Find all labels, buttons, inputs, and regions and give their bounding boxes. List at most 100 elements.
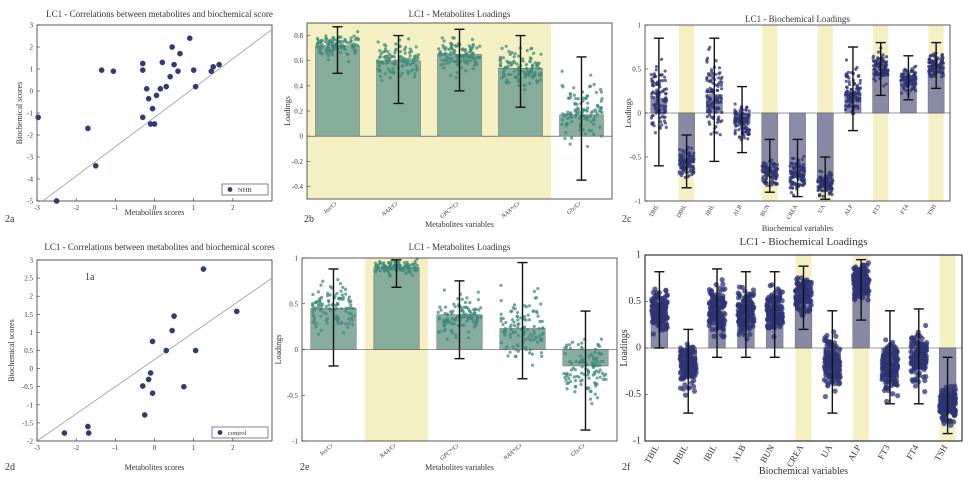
jitter-point (594, 357, 598, 362)
chart-title: LC1 - Biochemical Loadings (740, 236, 868, 248)
jitter-point (820, 183, 824, 187)
jitter-point (687, 156, 692, 160)
jitter-point (721, 333, 727, 339)
jitter-point (574, 359, 578, 364)
jitter-point (779, 306, 785, 312)
jitter-point (375, 267, 380, 271)
jitter-point (516, 349, 520, 353)
jitter-point (577, 360, 582, 364)
x-tick-label: TSH (927, 203, 938, 216)
jitter-point (326, 291, 330, 295)
y-tick-label: 0.4 (294, 82, 303, 90)
jitter-point (826, 374, 832, 380)
jitter-point (378, 269, 382, 273)
jitter-point (796, 296, 802, 302)
jitter-point (352, 34, 356, 38)
jitter-point (801, 183, 805, 187)
jitter-point (478, 56, 482, 60)
jitter-point (902, 80, 906, 84)
jitter-point (587, 386, 591, 390)
jitter-point (320, 52, 324, 56)
jitter-point (715, 98, 719, 102)
data-point (35, 114, 41, 121)
data-point (192, 83, 199, 90)
chart-2e: Ins/Cr NAA/Cr GPC*/Cr NAA*/Cr Glx/Cr 1 0.5 0 -0.… (274, 242, 618, 473)
jitter-point (387, 56, 392, 61)
jitter-point (513, 307, 517, 311)
x-axis-label: Metabolites variables (425, 463, 494, 472)
jitter-point (451, 309, 455, 313)
jitter-point (884, 69, 888, 73)
jitter-point (403, 51, 407, 55)
chart-title: LC1 - Metabolites Loadings (409, 242, 511, 252)
jitter-point (455, 71, 459, 75)
jitter-point (846, 74, 850, 78)
jitter-point (326, 58, 331, 62)
jitter-point (564, 343, 569, 347)
jitter-point (808, 302, 814, 308)
jitter-point (874, 69, 879, 73)
chart-2f: TBIL DBIL IBIL ALB BUN CREA UA ALP FT3 FT4 TSH 1 0.5… (619, 236, 963, 477)
jitter-point (577, 110, 581, 115)
jitter-point (658, 107, 663, 112)
jitter-point (738, 325, 744, 331)
jitter-point (563, 375, 567, 380)
jitter-point (523, 83, 527, 87)
jitter-point (563, 352, 567, 356)
jitter-point (692, 170, 696, 174)
jitter-point (454, 318, 458, 322)
y-tick-label: 0 (30, 88, 34, 96)
jitter-point (528, 81, 532, 85)
jitter-point (460, 308, 464, 312)
jitter-point (586, 373, 590, 377)
jitter-point (761, 179, 765, 183)
jitter-point (347, 41, 351, 45)
jitter-point (327, 303, 331, 307)
jitter-point (830, 187, 834, 191)
jitter-point (794, 162, 798, 166)
jitter-point (441, 43, 445, 48)
jitter-point (468, 316, 473, 320)
jitter-point (709, 326, 715, 333)
jitter-point (768, 311, 774, 318)
jitter-point (314, 322, 318, 326)
jitter-point (540, 332, 544, 336)
jitter-point (410, 273, 414, 277)
jitter-point (450, 317, 454, 321)
jitter-point (501, 329, 505, 334)
jitter-point (651, 90, 655, 94)
jitter-point (392, 55, 396, 59)
y-tick-label: -3 (27, 154, 33, 162)
data-point (163, 83, 170, 90)
jitter-point (499, 61, 503, 65)
jitter-point (719, 100, 723, 104)
jitter-point (654, 68, 658, 72)
jitter-point (884, 55, 889, 59)
data-point (141, 412, 148, 418)
jitter-point (705, 75, 709, 79)
jitter-point (747, 113, 751, 117)
jitter-point (836, 367, 842, 373)
jitter-point (690, 146, 694, 150)
jitter-point (592, 132, 596, 136)
jitter-point (817, 185, 821, 189)
jitter-point (442, 39, 446, 43)
jitter-point (904, 69, 908, 73)
jitter-point (319, 305, 324, 309)
jitter-point (716, 311, 722, 317)
jitter-point (515, 76, 519, 80)
jitter-point (537, 326, 541, 331)
jitter-point (513, 354, 517, 358)
jitter-point (598, 352, 602, 356)
jitter-point (339, 297, 343, 301)
jitter-point (922, 378, 928, 384)
jitter-point (593, 392, 597, 396)
jitter-point (517, 84, 521, 88)
jitter-point (884, 71, 888, 76)
jitter-point (688, 167, 692, 171)
jitter-point (518, 316, 523, 320)
jitter-point (509, 61, 513, 65)
jitter-point (455, 53, 459, 58)
jitter-point (682, 382, 688, 388)
jitter-point (654, 74, 658, 79)
